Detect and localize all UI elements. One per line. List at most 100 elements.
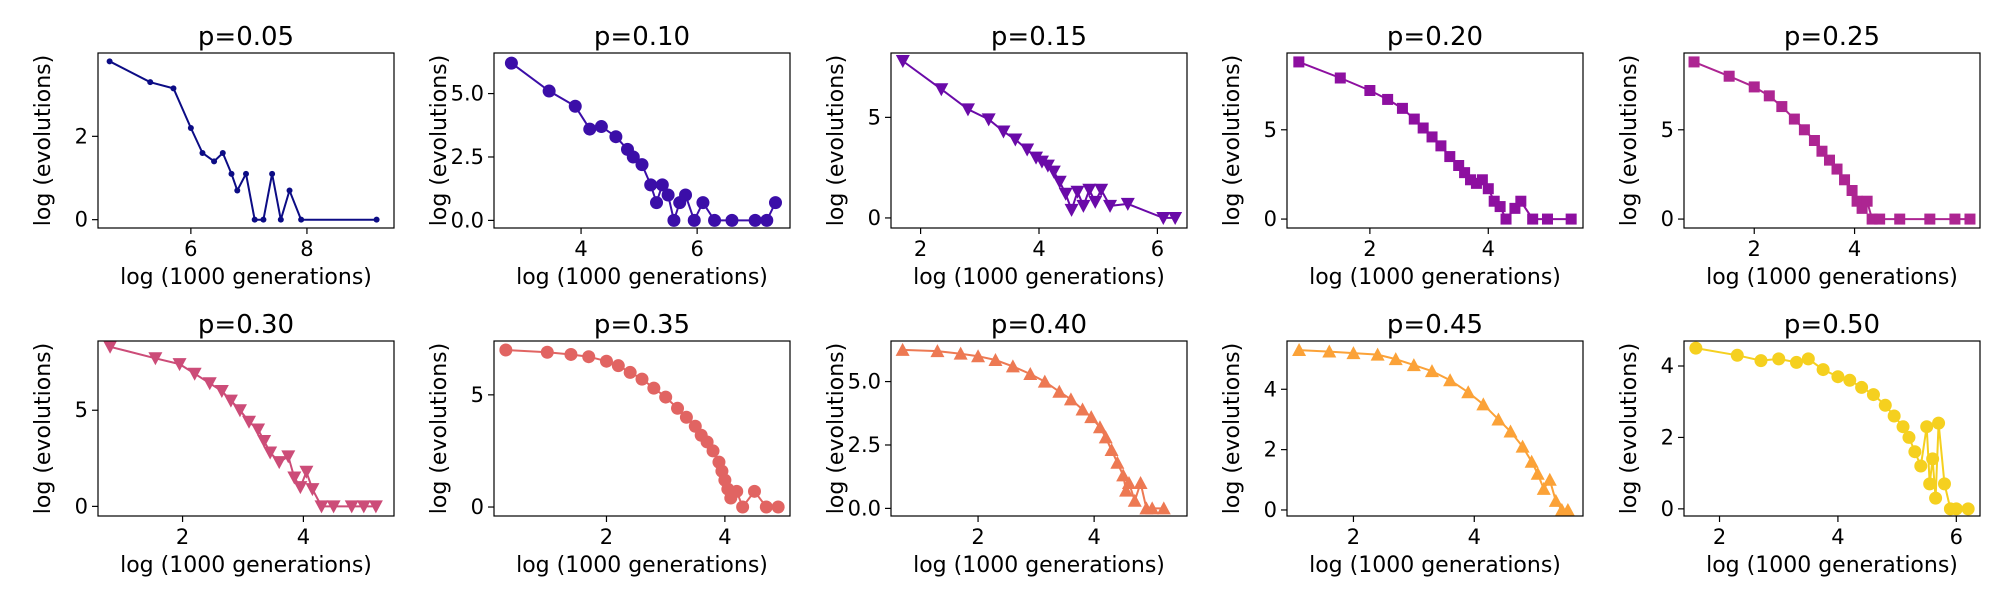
- data-point: [1103, 199, 1118, 213]
- subplot-9: p=0.45 2 4 0 2 4 log (1000 generations) log (ev…: [1220, 310, 1584, 578]
- data-point: [103, 340, 118, 354]
- x-tick-label: 2: [1748, 237, 1761, 261]
- y-tick-label: 0.0: [451, 208, 484, 232]
- data-point: [895, 55, 910, 69]
- y-tick-label: 5: [75, 398, 88, 422]
- data-point: [277, 216, 284, 223]
- y-tick-label: 5: [1661, 118, 1674, 142]
- data-point: [356, 500, 371, 514]
- data-point: [1443, 373, 1458, 387]
- data-point: [1088, 195, 1103, 209]
- axes-frame: [890, 52, 1188, 229]
- data-point: [1839, 174, 1851, 186]
- y-axis-label: log (evolutions): [1220, 55, 1245, 226]
- axes-frame: [1286, 340, 1584, 517]
- data-point: [1382, 93, 1394, 105]
- y-tick-label: 0: [1264, 207, 1277, 231]
- data-point: [1801, 352, 1815, 366]
- data-point: [659, 390, 673, 404]
- data-point: [1465, 174, 1477, 186]
- data-point: [1923, 477, 1937, 491]
- data-point: [1076, 199, 1091, 213]
- data-point: [1730, 348, 1744, 362]
- y-tick-label: 5: [471, 383, 484, 407]
- data-point: [696, 196, 710, 210]
- data-point: [1020, 143, 1035, 157]
- subplot-2: p=0.10 4 6 0.0 2.5 5.0 log (1000 generations) l…: [427, 22, 791, 290]
- data-point: [1482, 183, 1494, 195]
- y-tick-label: 2.5: [848, 433, 881, 457]
- data-point: [971, 349, 986, 363]
- data-point: [1388, 352, 1403, 366]
- data-point: [211, 158, 218, 165]
- x-tick-label: 2: [971, 525, 984, 549]
- y-tick-label: 2.5: [451, 145, 484, 169]
- data-point: [1168, 211, 1183, 225]
- x-tick-label: 2: [176, 525, 189, 549]
- y-axis-label: log (evolutions): [31, 55, 56, 226]
- x-axis-label: log (1000 generations): [1706, 553, 1958, 578]
- data-point: [326, 500, 341, 514]
- axes-frame: [97, 52, 395, 229]
- x-tick-label: 2: [600, 525, 613, 549]
- data-point: [1902, 430, 1916, 444]
- x-tick-label: 2: [1713, 525, 1726, 549]
- data-point: [1515, 439, 1530, 453]
- data-point: [106, 58, 113, 65]
- data-point: [1908, 445, 1922, 459]
- data-point: [1855, 380, 1869, 394]
- chart-title: p=0.25: [1784, 22, 1880, 52]
- x-tick-label: 2: [914, 237, 927, 261]
- data-point: [1029, 151, 1044, 165]
- data-point: [1560, 502, 1575, 516]
- axes-frame: [1683, 340, 1981, 517]
- data-point: [1417, 122, 1429, 134]
- data-point: [1748, 81, 1760, 93]
- axes-frame: [493, 340, 791, 517]
- data-point: [1094, 183, 1109, 197]
- data-point: [1887, 409, 1901, 423]
- data-point: [708, 213, 722, 227]
- data-point: [234, 187, 241, 194]
- data-point: [1776, 101, 1788, 113]
- data-point: [564, 347, 578, 361]
- x-tick-label: 4: [1848, 237, 1861, 261]
- data-point: [1127, 493, 1142, 507]
- data-point: [1491, 412, 1506, 426]
- data-point: [1866, 388, 1880, 402]
- data-point: [305, 483, 320, 497]
- data-point: [293, 481, 308, 495]
- data-point: [1961, 502, 1975, 516]
- data-point: [730, 484, 744, 498]
- data-point: [199, 150, 206, 156]
- data-point: [1120, 197, 1135, 211]
- data-point: [1098, 430, 1113, 444]
- data-point: [242, 415, 257, 429]
- data-point: [1565, 213, 1577, 225]
- data-point: [599, 354, 613, 368]
- data-point: [272, 456, 287, 470]
- data-point: [1798, 124, 1810, 136]
- data-point: [1509, 202, 1521, 214]
- data-point: [771, 500, 785, 514]
- data-point: [1816, 145, 1828, 157]
- data-point: [1789, 355, 1803, 369]
- y-axis-label: log (evolutions): [31, 343, 56, 514]
- x-tick-label: 6: [1950, 525, 1963, 549]
- data-point: [981, 113, 996, 127]
- data-point: [344, 500, 359, 514]
- data-point: [1459, 167, 1471, 179]
- series-line: [1693, 60, 1970, 221]
- data-point: [1937, 477, 1951, 491]
- data-point: [1104, 443, 1119, 457]
- data-point: [373, 216, 380, 223]
- data-point: [1524, 454, 1539, 468]
- chart-title: p=0.05: [198, 22, 294, 52]
- data-point: [1075, 402, 1090, 416]
- data-point: [1831, 163, 1843, 175]
- data-point: [1763, 90, 1775, 102]
- data-point: [1494, 201, 1506, 213]
- data-point: [1536, 481, 1551, 495]
- data-point: [1754, 354, 1768, 368]
- data-point: [251, 423, 266, 437]
